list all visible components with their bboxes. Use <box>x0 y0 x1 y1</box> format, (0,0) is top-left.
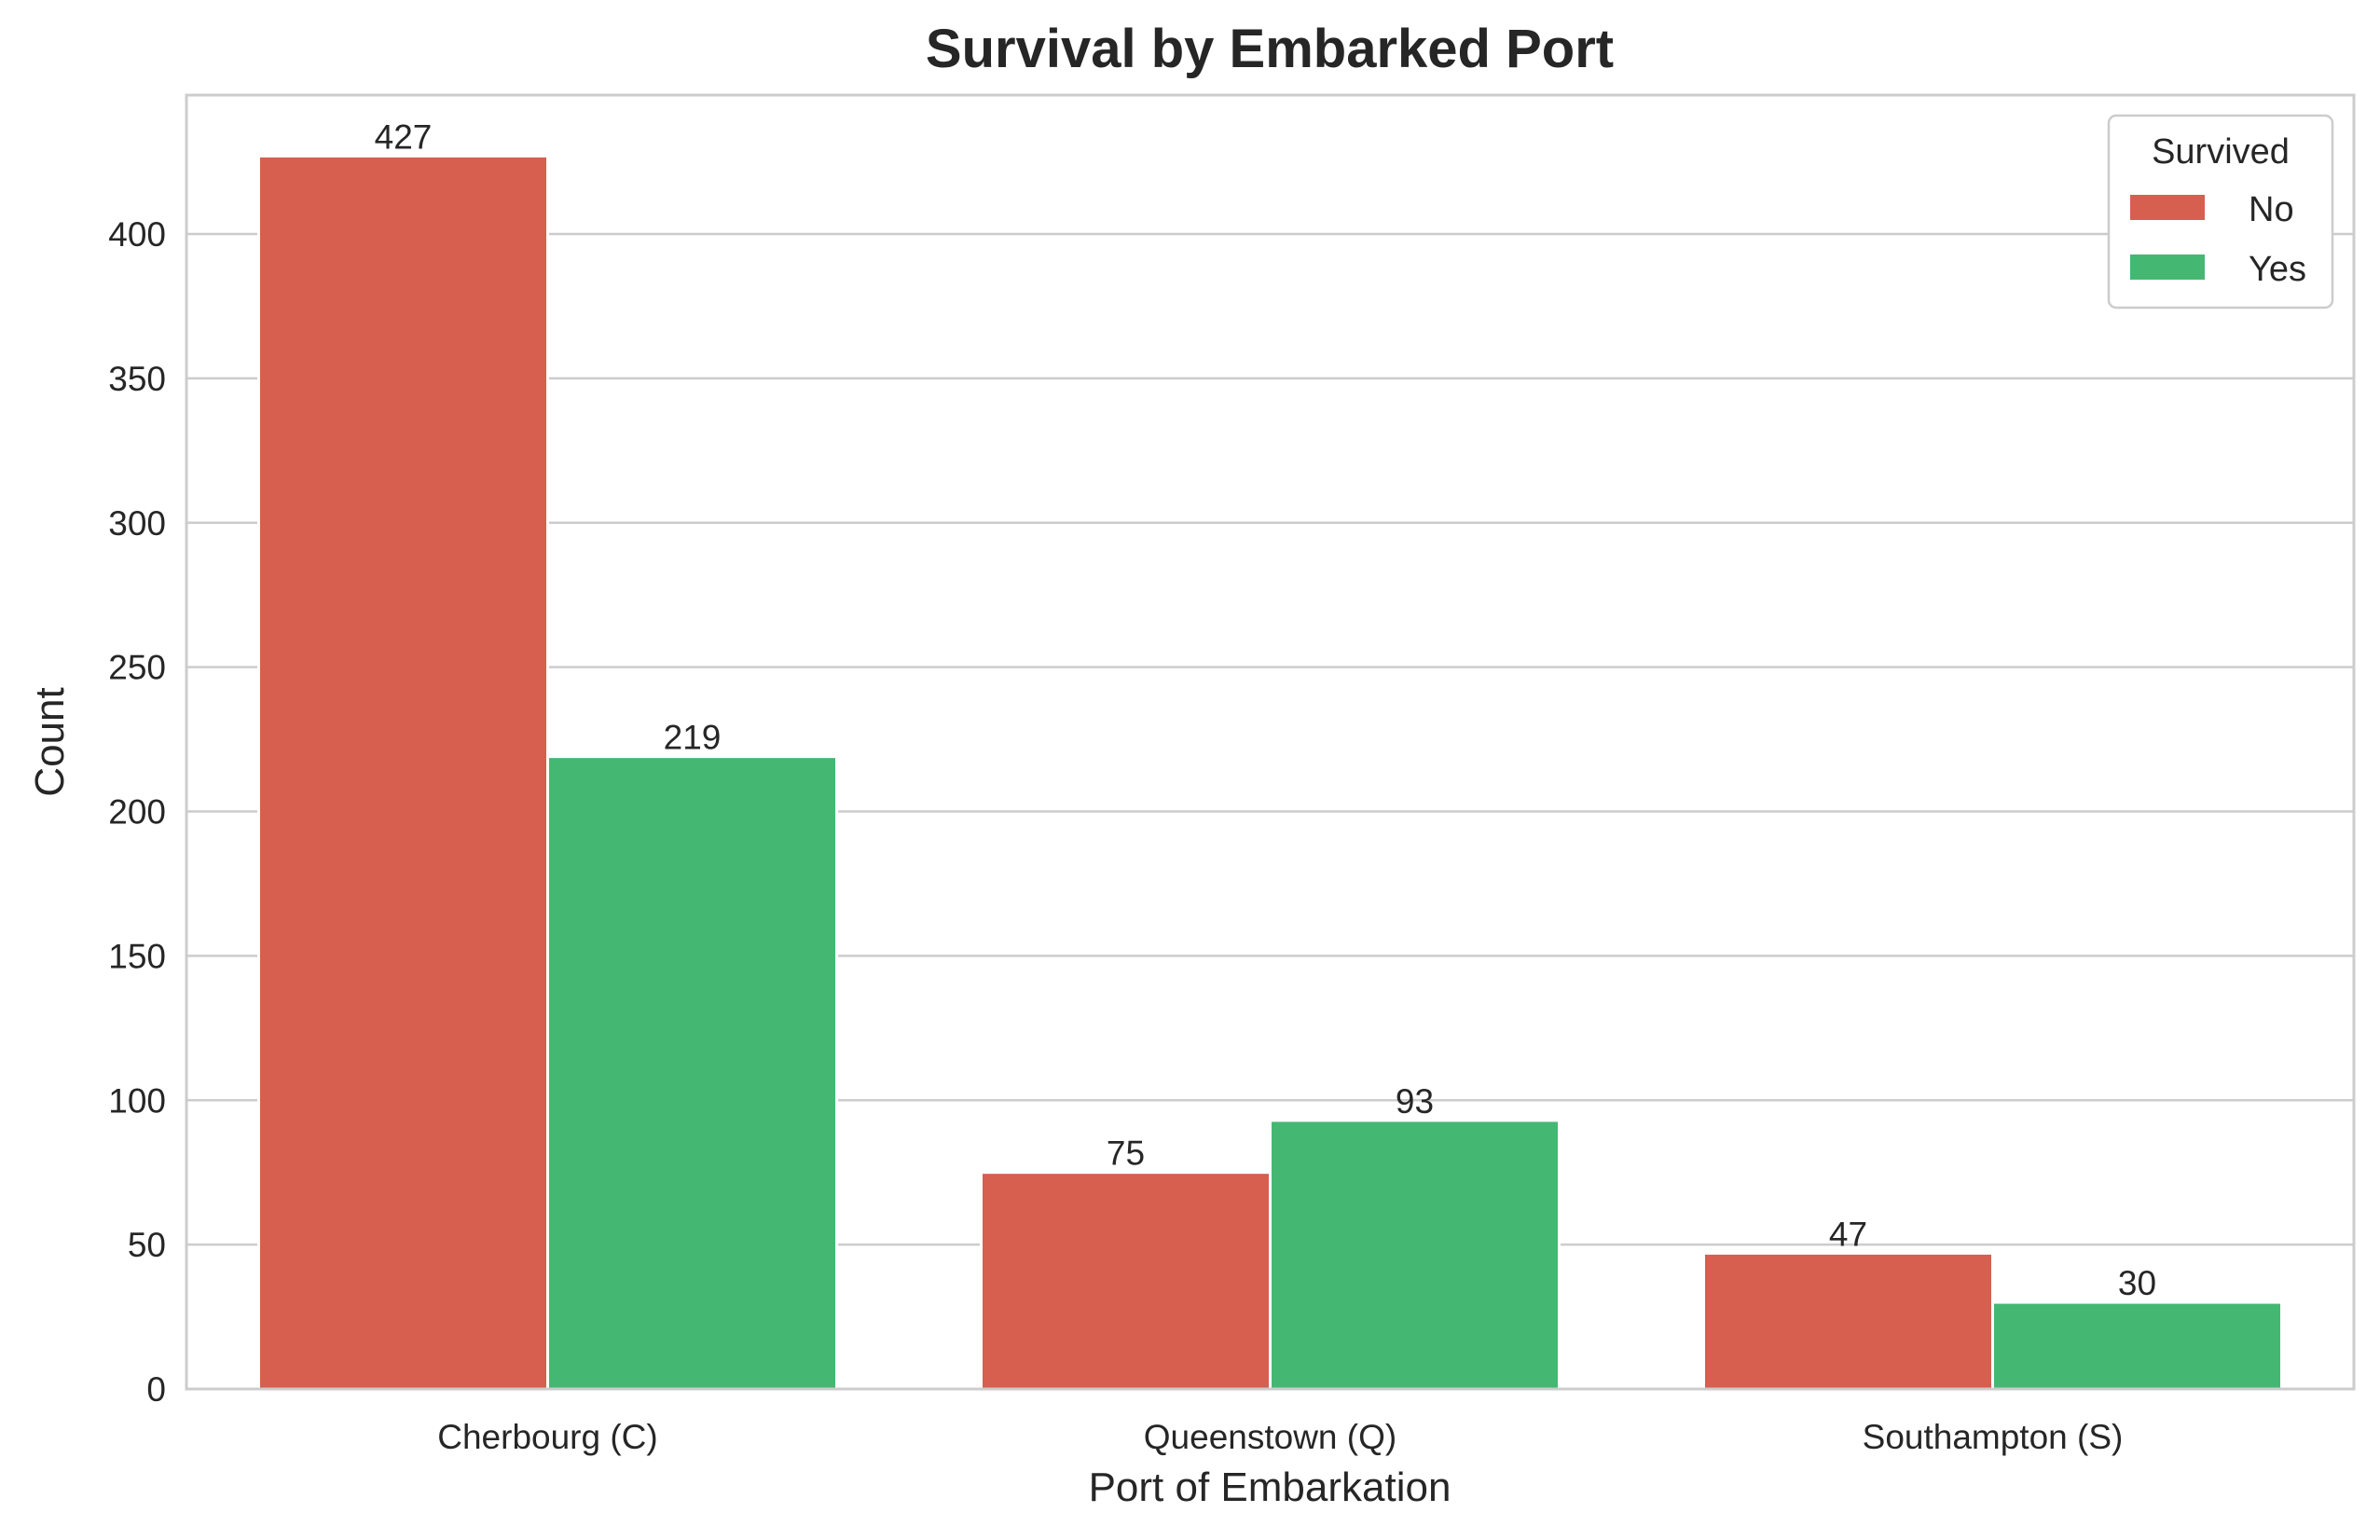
x-axis-label: Port of Embarkation <box>1089 1464 1451 1510</box>
y-tick-label-300: 300 <box>108 504 166 543</box>
bar-yes-0 <box>546 755 838 1391</box>
bar-yes-1 <box>1269 1119 1561 1391</box>
bar-no-2 <box>1702 1251 1994 1391</box>
bar-no-0 <box>257 154 549 1391</box>
y-axis-ticks: 0 50 100 150 200 250 300 350 400 <box>108 215 166 1409</box>
x-tick-label-2: Southampton (S) <box>1863 1418 2124 1456</box>
y-tick-label-100: 100 <box>108 1081 166 1120</box>
data-label-yes-1: 93 <box>1396 1082 1434 1121</box>
bars <box>257 154 2283 1391</box>
legend-label-yes: Yes <box>2249 250 2306 289</box>
bar-yes-2 <box>1991 1300 2283 1391</box>
legend-title: Survived <box>2152 132 2290 172</box>
y-tick-label-200: 200 <box>108 793 166 832</box>
data-label-no-1: 75 <box>1107 1134 1145 1173</box>
y-tick-label-50: 50 <box>128 1226 166 1264</box>
legend-swatch-no <box>2130 195 2205 220</box>
y-axis-label: Count <box>27 687 73 796</box>
plot-frame <box>185 93 2356 1391</box>
data-label-yes-0: 219 <box>664 719 722 757</box>
x-tick-label-0: Cherbourg (C) <box>437 1418 657 1456</box>
data-labels: 427 219 75 93 47 30 <box>375 117 2156 1302</box>
data-label-no-2: 47 <box>1829 1215 1867 1253</box>
chart-title: Survival by Embarked Port <box>926 19 1614 79</box>
legend: Survived No Yes <box>2107 114 2334 309</box>
legend-label-no: No <box>2249 190 2294 229</box>
x-axis-ticks: Cherbourg (C) Queenstown (Q) Southampton (… <box>437 1418 2123 1456</box>
legend-swatch-yes <box>2130 254 2205 280</box>
x-tick-label-1: Queenstown (Q) <box>1144 1418 1396 1456</box>
bar-no-1 <box>980 1171 1272 1391</box>
data-label-no-0: 427 <box>375 117 433 156</box>
y-tick-label-400: 400 <box>108 215 166 254</box>
y-tick-label-350: 350 <box>108 360 166 398</box>
y-tick-label-0: 0 <box>146 1370 166 1409</box>
y-tick-label-250: 250 <box>108 649 166 687</box>
data-label-yes-2: 30 <box>2118 1264 2156 1302</box>
y-tick-label-150: 150 <box>108 937 166 975</box>
